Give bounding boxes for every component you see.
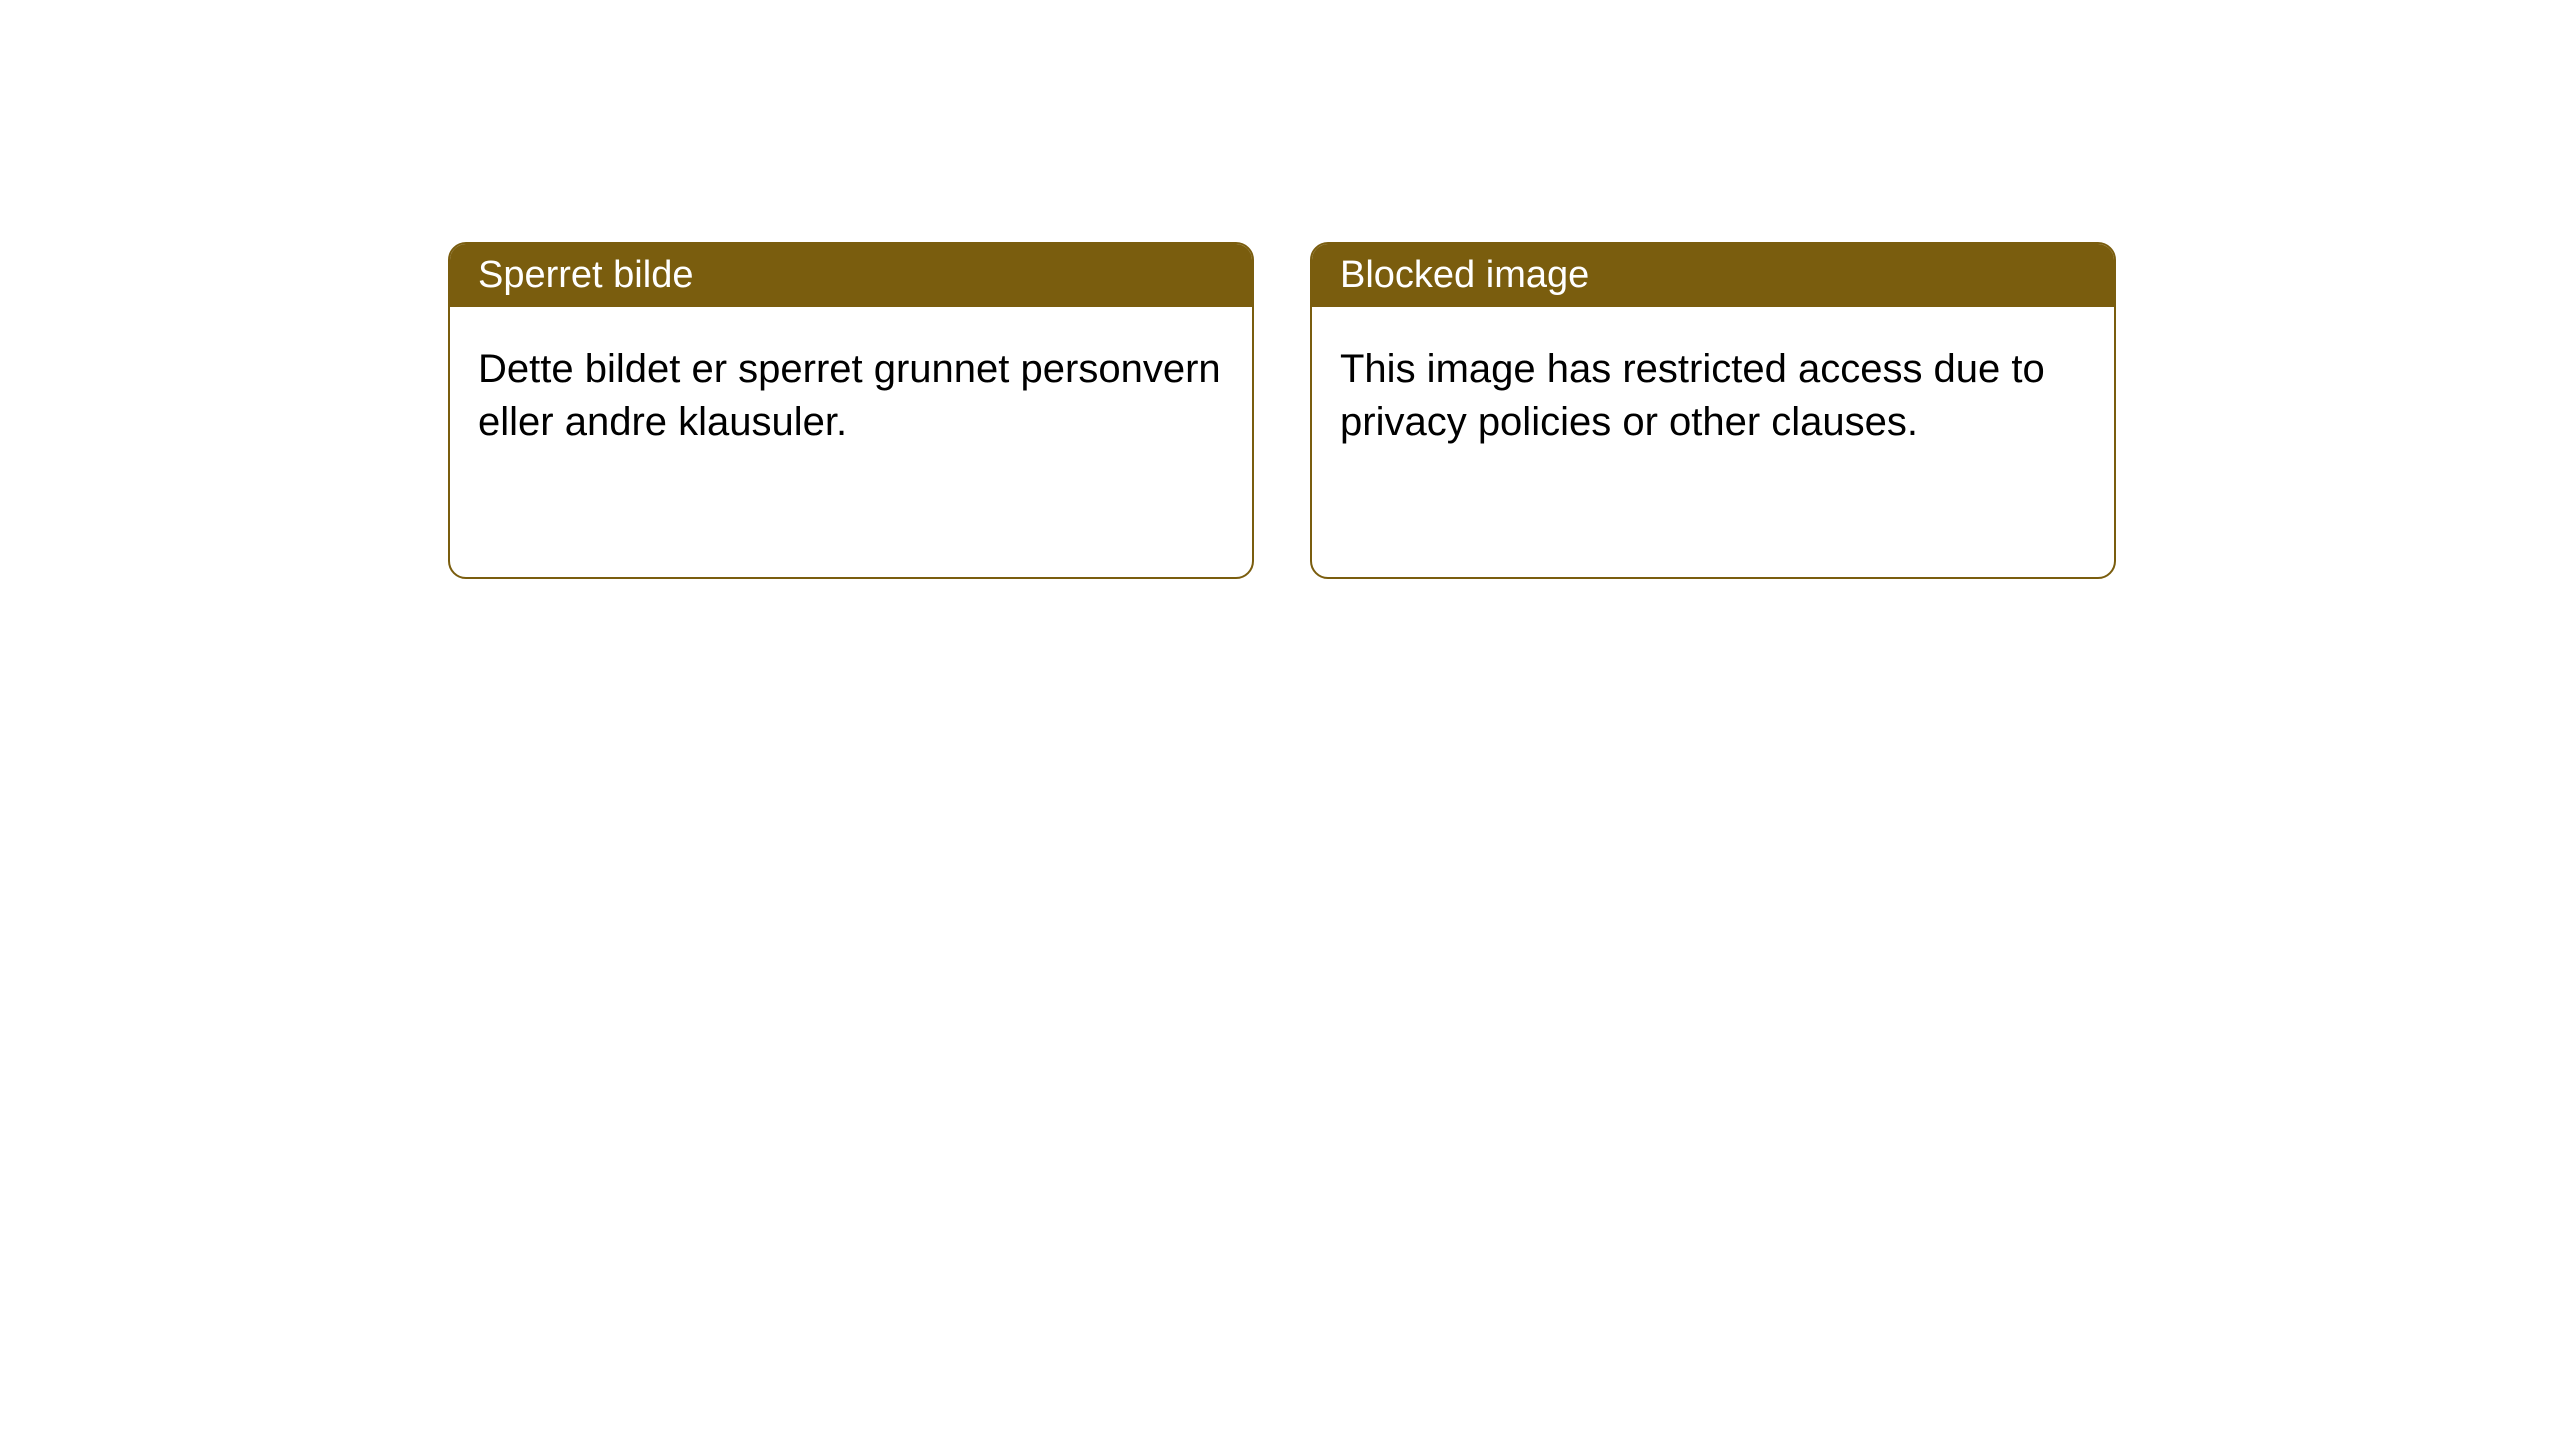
notice-body-text: This image has restricted access due to … — [1340, 347, 2045, 444]
notice-body: This image has restricted access due to … — [1312, 307, 2114, 577]
notice-header-text: Blocked image — [1340, 254, 1589, 296]
notice-card-english: Blocked image This image has restricted … — [1310, 242, 2116, 579]
notice-container: Sperret bilde Dette bildet er sperret gr… — [0, 0, 2560, 579]
notice-body-text: Dette bildet er sperret grunnet personve… — [478, 347, 1221, 444]
notice-body: Dette bildet er sperret grunnet personve… — [450, 307, 1252, 577]
notice-header: Blocked image — [1312, 244, 2114, 307]
notice-card-norwegian: Sperret bilde Dette bildet er sperret gr… — [448, 242, 1254, 579]
notice-header-text: Sperret bilde — [478, 254, 693, 296]
notice-header: Sperret bilde — [450, 244, 1252, 307]
